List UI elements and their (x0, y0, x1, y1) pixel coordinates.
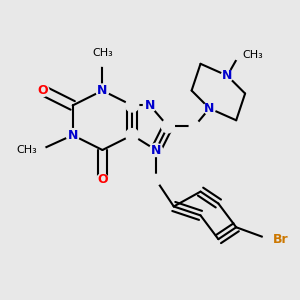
Circle shape (203, 102, 215, 114)
Text: N: N (204, 102, 214, 115)
Circle shape (35, 145, 45, 155)
Circle shape (126, 129, 139, 142)
Circle shape (149, 143, 163, 157)
Circle shape (37, 85, 49, 97)
Circle shape (97, 56, 108, 66)
Text: CH₃: CH₃ (92, 48, 113, 58)
Text: N: N (151, 143, 161, 157)
Text: Br: Br (272, 233, 288, 246)
Circle shape (96, 84, 109, 97)
Circle shape (66, 129, 79, 142)
Text: O: O (97, 173, 108, 186)
Text: N: N (145, 99, 155, 112)
Circle shape (221, 70, 233, 82)
Circle shape (234, 50, 244, 60)
Text: N: N (68, 129, 78, 142)
Circle shape (143, 99, 157, 112)
Circle shape (151, 174, 161, 185)
Circle shape (161, 120, 174, 133)
Circle shape (189, 121, 200, 132)
Circle shape (126, 99, 139, 112)
Text: N: N (97, 84, 108, 97)
Circle shape (263, 233, 275, 245)
Text: O: O (38, 84, 48, 97)
Text: N: N (222, 69, 232, 82)
Text: CH₃: CH₃ (242, 50, 263, 60)
Text: CH₃: CH₃ (16, 145, 37, 155)
Circle shape (97, 174, 108, 186)
